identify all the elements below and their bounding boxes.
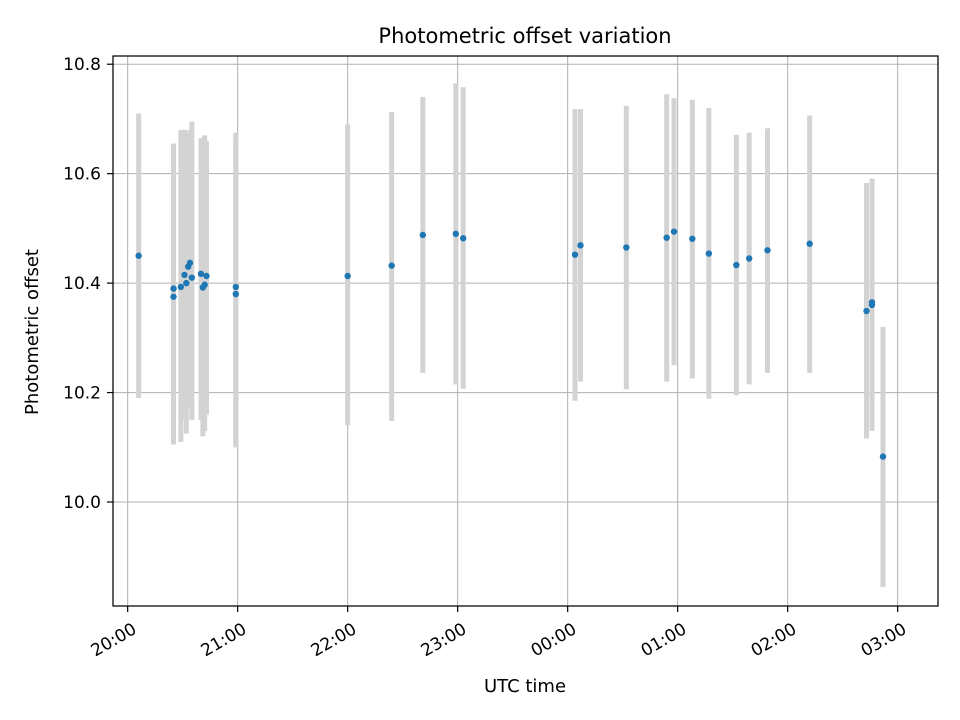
data-point: [197, 270, 205, 278]
data-point: [181, 271, 188, 279]
grid: [113, 56, 938, 606]
data-point: [452, 230, 460, 238]
data-point: [183, 279, 190, 287]
data-point: [419, 231, 427, 239]
data-point: [232, 283, 240, 291]
chart-title: Photometric offset variation: [378, 24, 671, 48]
y-tick-label: 10.2: [63, 384, 101, 404]
x-tick-label: 21:00: [198, 619, 250, 661]
plot-frame: [112, 55, 939, 607]
data-point: [177, 283, 185, 291]
x-tick-label: 02:00: [748, 619, 800, 661]
x-tick-label: 03:00: [858, 619, 910, 661]
y-axis-ticks: 10.0 10.2 10.4 10.6 10.8: [63, 55, 113, 513]
y-tick-label: 10.6: [63, 165, 101, 185]
data-point: [879, 453, 887, 460]
y-tick-label: 10.4: [63, 274, 101, 294]
data-point: [689, 235, 696, 242]
data-point: [186, 259, 194, 267]
data-point: [571, 251, 579, 258]
x-tick-label: 00:00: [528, 619, 580, 661]
error-bars: [136, 83, 886, 587]
x-axis-label: UTC time: [484, 676, 566, 697]
y-tick-label: 10.0: [63, 493, 101, 513]
data-point: [170, 285, 177, 292]
data-point: [344, 272, 351, 280]
x-axis-ticks: 20:00 21:00 22:00 23:00 00:00 01:00 02:00 03:00: [88, 606, 910, 661]
data-point: [203, 272, 210, 280]
data-point: [201, 281, 208, 288]
data-point: [623, 244, 630, 251]
data-points: [135, 228, 887, 460]
y-axis-label: Photometric offset: [22, 249, 43, 415]
data-point: [868, 299, 876, 306]
data-point: [764, 247, 771, 254]
data-point: [459, 235, 467, 242]
x-tick-label: 20:00: [88, 619, 140, 661]
data-point: [170, 293, 177, 300]
y-tick-label: 10.8: [63, 55, 101, 75]
data-point: [745, 255, 753, 262]
data-point: [806, 240, 813, 247]
data-point: [705, 250, 713, 257]
x-tick-label: 22:00: [308, 619, 360, 661]
data-point: [663, 234, 670, 241]
data-point: [577, 242, 584, 249]
data-point: [135, 252, 142, 259]
x-tick-label: 23:00: [418, 619, 470, 661]
x-tick-label: 01:00: [638, 619, 690, 661]
data-point: [388, 262, 395, 269]
data-point: [188, 274, 196, 281]
data-point: [232, 290, 240, 298]
data-point: [863, 307, 870, 315]
data-point: [733, 261, 740, 269]
data-point: [670, 228, 678, 235]
